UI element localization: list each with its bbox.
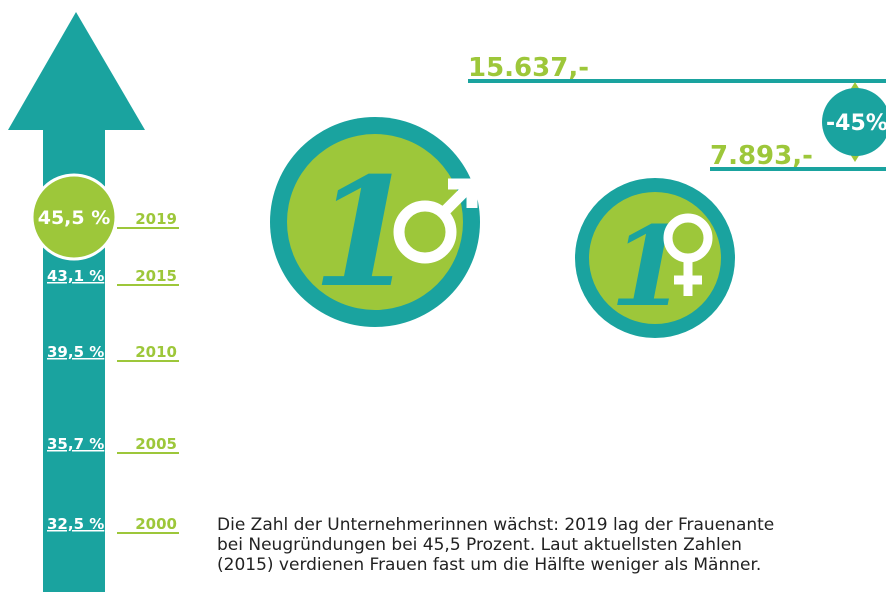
arrow-head (8, 12, 145, 130)
female-symbol (663, 213, 713, 296)
caption-line: (2015) verdienen Frauen fast um die Hälf… (217, 555, 761, 575)
difference-label: -45% (826, 111, 886, 136)
year-label: 2019 (135, 210, 177, 228)
badge-arrow-up (850, 82, 860, 90)
male-symbol (393, 178, 478, 264)
share-label: 43,1 % (47, 267, 104, 285)
difference-badge (822, 88, 886, 156)
share-label: 32,5 % (47, 515, 104, 533)
timeline: 45,5 % 2019 43,1 % 2015 39,5 % 2010 35,7 % 2005… (38, 207, 179, 534)
caption-line: Die Zahl der Unternehmerinnen wächst: 20… (217, 515, 774, 535)
year-label: 2015 (135, 267, 177, 285)
share-label: 35,7 % (47, 435, 104, 453)
share-label: 39,5 % (47, 343, 104, 361)
men-income: 15.637,- (468, 53, 589, 83)
caption-line: bei Neugründungen bei 45,5 Prozent. Laut… (217, 535, 742, 555)
badge-arrow-down (850, 154, 860, 162)
year-label: 2000 (135, 515, 177, 533)
women-income: 7.893,- (710, 141, 813, 171)
highlight-circle (30, 173, 118, 261)
year-label: 2005 (135, 435, 177, 453)
year-label: 2010 (135, 343, 177, 361)
men-circle-inner (287, 134, 463, 310)
share-label: 45,5 % (38, 207, 111, 229)
